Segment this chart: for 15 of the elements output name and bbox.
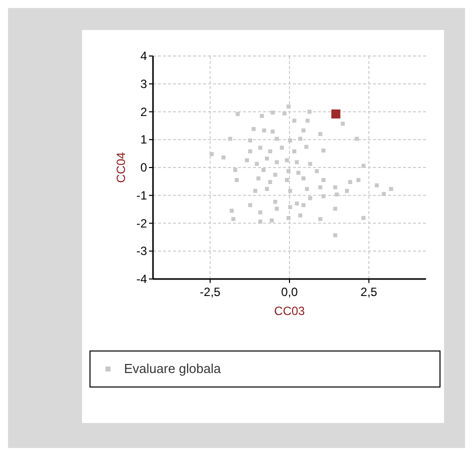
y-tick-label: 2	[140, 104, 148, 119]
x-tick-label: 2,5	[360, 285, 378, 299]
x-axis-title: CC03	[274, 304, 306, 318]
y-tick-label: 1	[140, 132, 148, 147]
y-tick-label: 3	[140, 76, 148, 91]
y-tick-label: -2	[136, 216, 148, 230]
x-tick-label: 0,0	[281, 285, 298, 299]
y-axis-title: CC04	[114, 152, 128, 183]
y-tick-label: -1	[136, 188, 148, 202]
y-tick-label: -4	[136, 272, 148, 286]
legend-label: Evaluare globala	[124, 361, 222, 376]
x-tick-label: -2,5	[200, 285, 221, 299]
y-tick-label: -3	[136, 244, 148, 258]
y-tick-label: 0	[140, 160, 148, 174]
y-tick-label: 4	[140, 49, 148, 63]
